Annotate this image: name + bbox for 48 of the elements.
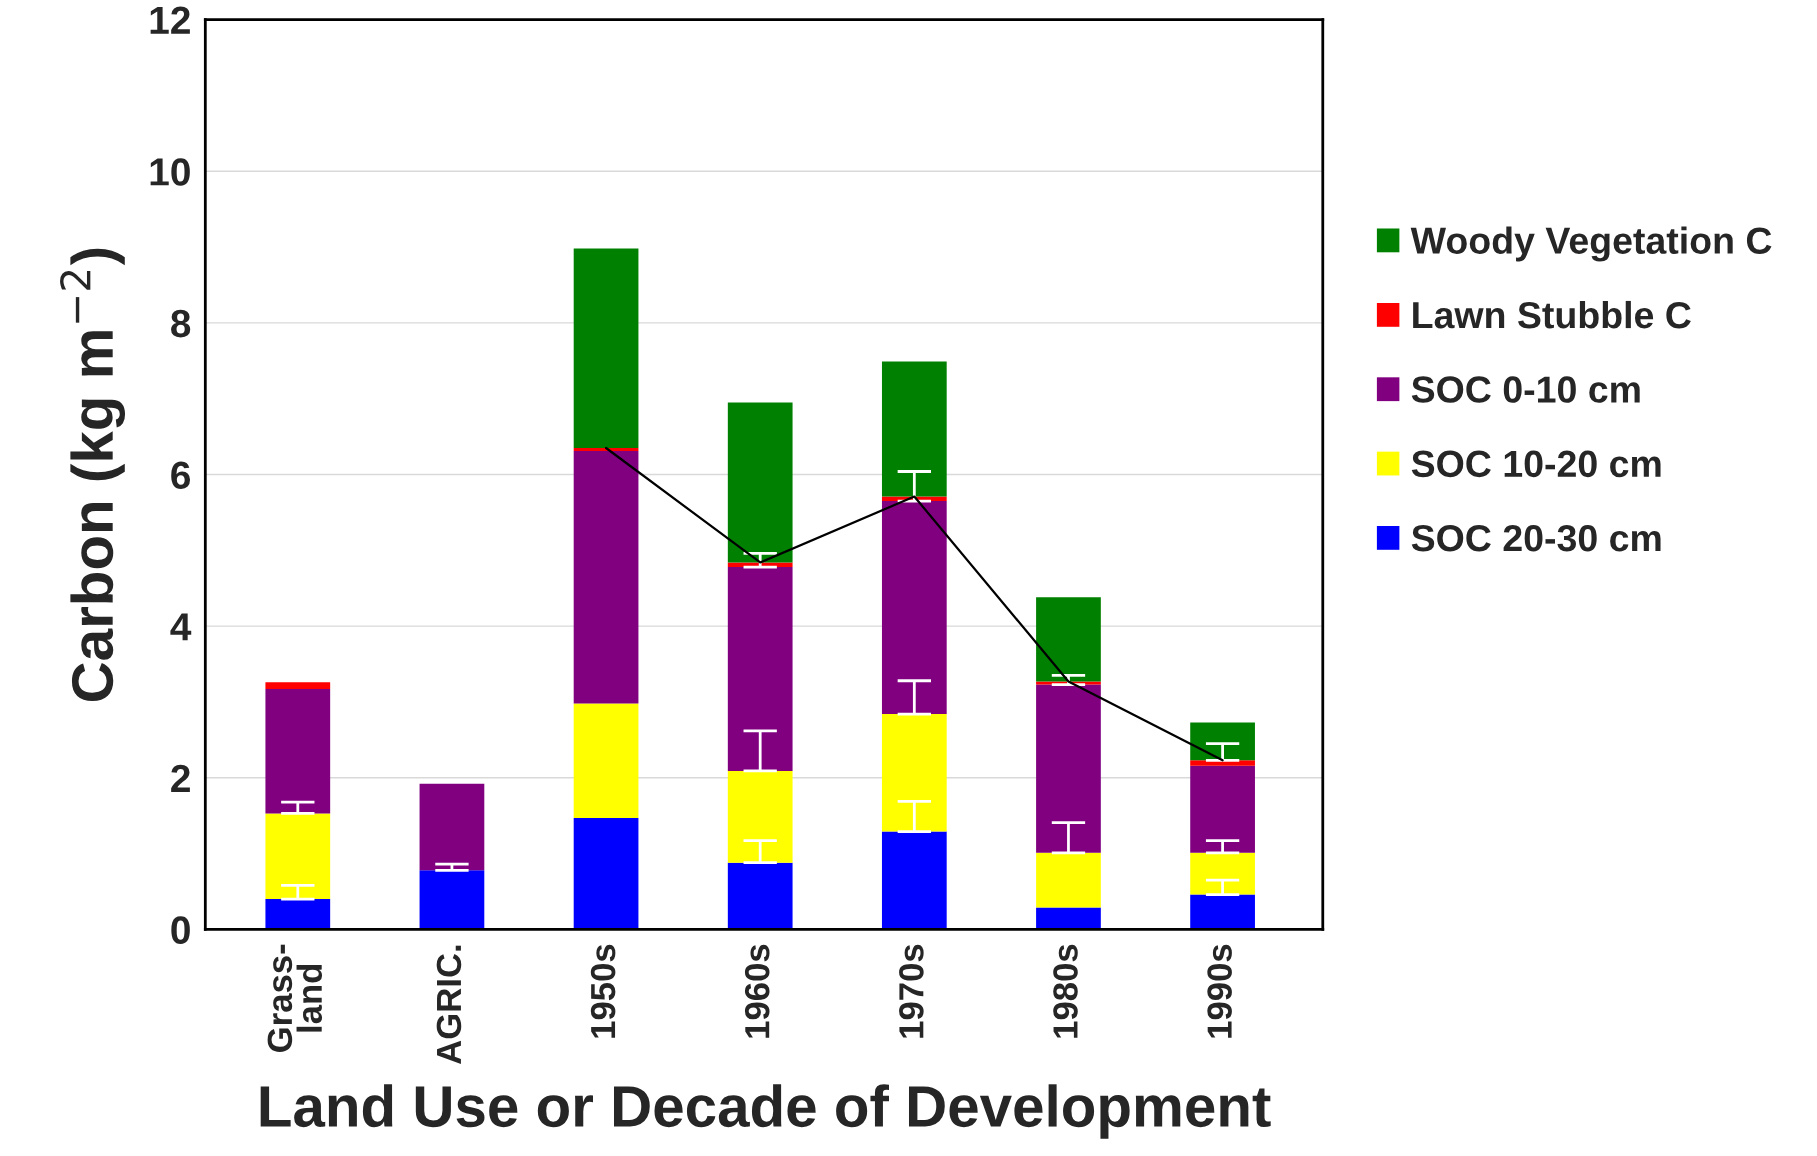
bar (881, 361, 947, 497)
bar (573, 817, 639, 930)
bar (1190, 765, 1255, 853)
line-series (604, 446, 1224, 762)
bar (419, 870, 485, 930)
y-tick-label: 6 (171, 461, 191, 490)
legend-label: SOC 20-30 cm (1411, 524, 1661, 552)
x-tick-label: 1990s (1207, 944, 1232, 1038)
bar (265, 813, 331, 900)
y-tick-label: 0 (171, 916, 190, 944)
x-axis-title: Land Use or Decade of Development (260, 1084, 1271, 1139)
bar (419, 783, 485, 871)
bar (881, 501, 947, 715)
bar (727, 567, 793, 771)
bar (727, 402, 793, 563)
bar (573, 248, 639, 448)
bar (881, 714, 947, 832)
bar (573, 451, 639, 704)
bar (1036, 852, 1101, 908)
legend-label: SOC 0-10 cm (1411, 376, 1640, 403)
bar (1190, 852, 1255, 895)
x-tick-label: AGRIC. (436, 945, 462, 1064)
bar (265, 682, 331, 690)
legend-label: Woody Vegetation C (1410, 226, 1772, 262)
bar (265, 899, 331, 930)
bar (1036, 684, 1101, 853)
y-tick-label: 10 (150, 158, 190, 186)
y-tick-label: 12 (150, 6, 190, 34)
bar (1190, 894, 1255, 930)
x-tick-label: Grass- land (267, 944, 323, 1052)
y-tick-label: 2 (171, 764, 190, 792)
bar (881, 831, 947, 930)
bar (1036, 597, 1101, 682)
bar (727, 770, 793, 863)
bar (727, 862, 793, 930)
x-tick-label: 1960s (744, 944, 770, 1038)
bar (573, 703, 639, 818)
bar (573, 448, 639, 452)
x-tick-label: 1950s (590, 944, 616, 1038)
legend-label: Lawn Stubble C (1413, 300, 1691, 329)
legend-label: SOC 10-20 cm (1411, 450, 1661, 478)
x-tick-label: 1980s (1053, 944, 1078, 1038)
y-tick-label: 8 (171, 309, 191, 338)
y-axis-title: Carbon (kg m$^{−2}$) (60, 248, 126, 702)
bar (1036, 907, 1101, 930)
bar (265, 689, 331, 814)
x-tick-label: 1970s (899, 944, 924, 1038)
y-tick-label: 4 (170, 613, 192, 641)
